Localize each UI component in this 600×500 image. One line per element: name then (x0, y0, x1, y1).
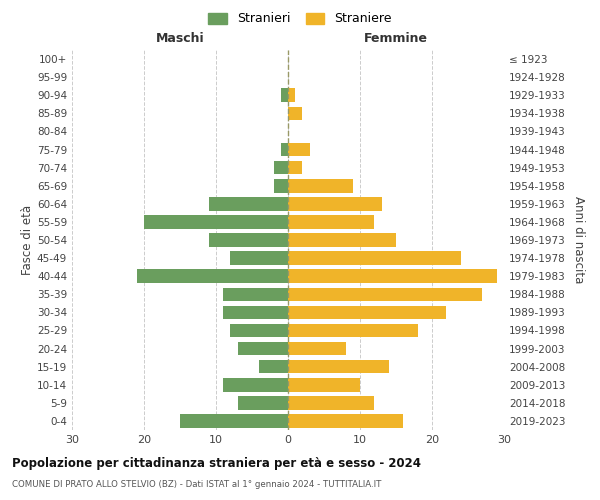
Bar (259, 360, 288, 374)
Bar (238, 342, 288, 355)
Bar (288, 378, 360, 392)
Bar (281, 88, 288, 102)
Bar (180, 414, 288, 428)
Bar (288, 179, 353, 192)
Y-axis label: Anni di nascita: Anni di nascita (572, 196, 585, 284)
Text: Maschi: Maschi (155, 32, 205, 44)
Bar (223, 378, 288, 392)
Bar (288, 88, 295, 102)
Y-axis label: Fasce di età: Fasce di età (21, 205, 34, 275)
Bar (288, 414, 403, 428)
Legend: Stranieri, Straniere: Stranieri, Straniere (205, 8, 395, 29)
Bar (288, 396, 374, 409)
Bar (288, 252, 461, 265)
Bar (288, 142, 310, 156)
Bar (281, 142, 288, 156)
Bar (288, 324, 418, 338)
Bar (288, 360, 389, 374)
Bar (230, 324, 288, 338)
Bar (238, 396, 288, 409)
Bar (288, 233, 396, 247)
Bar (288, 106, 302, 120)
Bar (209, 233, 288, 247)
Bar (274, 179, 288, 192)
Bar (288, 306, 446, 319)
Bar (288, 215, 374, 228)
Bar (223, 288, 288, 301)
Bar (288, 161, 302, 174)
Bar (230, 252, 288, 265)
Bar (137, 270, 288, 283)
Text: Femmine: Femmine (364, 32, 428, 44)
Bar (288, 197, 382, 210)
Bar (144, 215, 288, 228)
Bar (288, 288, 482, 301)
Bar (274, 161, 288, 174)
Text: Popolazione per cittadinanza straniera per età e sesso - 2024: Popolazione per cittadinanza straniera p… (12, 458, 421, 470)
Bar (209, 197, 288, 210)
Bar (223, 306, 288, 319)
Bar (288, 270, 497, 283)
Text: COMUNE DI PRATO ALLO STELVIO (BZ) - Dati ISTAT al 1° gennaio 2024 - TUTTITALIA.I: COMUNE DI PRATO ALLO STELVIO (BZ) - Dati… (12, 480, 382, 489)
Bar (288, 342, 346, 355)
